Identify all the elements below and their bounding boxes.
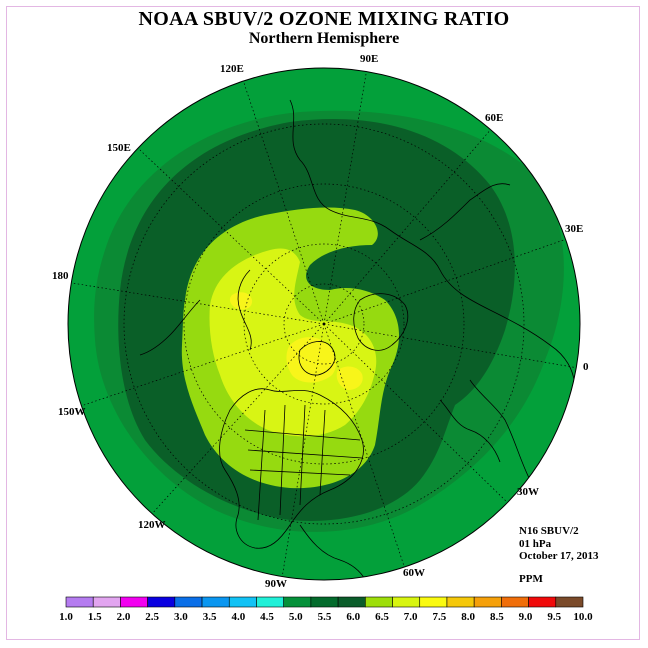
longitude-labels: 90E 60E 30E 0 30W 60W 90W 120W 150W 180 …: [52, 53, 589, 590]
colorbar-tick-label: 9.0: [519, 611, 533, 623]
lon-label-90w: 90W: [265, 578, 287, 590]
map-disk-border: [67, 67, 581, 581]
colorbar-tick-label: 6.5: [375, 611, 389, 623]
colorbar-swatch: [392, 596, 421, 608]
colorbar-swatch: [147, 596, 176, 608]
colorbar-swatch: [65, 596, 94, 608]
colorbar-swatch: [501, 596, 529, 608]
info-box: N16 SBUV/2 01 hPa October 17, 2013 PPM: [519, 525, 599, 585]
colorbar-swatch: [201, 596, 230, 608]
colorbar-tick-label: 5.5: [318, 611, 332, 623]
colorbar-tick-label: 7.0: [404, 611, 418, 623]
date-label: October 17, 2013: [519, 550, 599, 562]
colorbar-swatch: [473, 596, 502, 608]
colorbar-tick-label: 7.5: [433, 611, 447, 623]
lon-label-180: 180: [52, 270, 69, 282]
lon-label-60w: 60W: [403, 567, 425, 579]
band-7-5c: [229, 292, 253, 310]
colorbar-swatch: [365, 596, 393, 608]
lon-label-60e: 60E: [485, 112, 503, 124]
colorbar: 1.0 1.5 2.0 2.5 3.0 3.5 4.0 4.5 5.0 5.5 6.0 6.5 7.0 7…: [59, 596, 593, 623]
colorbar-swatch: [528, 596, 557, 608]
colorbar-tick-label: 1.0: [59, 611, 73, 623]
colorbar-swatch: [310, 596, 339, 608]
figure-frame: [6, 6, 640, 640]
colorbar-tick-label: 1.5: [88, 611, 102, 623]
colorbar-tick-label: 8.0: [461, 611, 475, 623]
colorbar-swatch: [419, 596, 448, 608]
colorbar-swatch: [92, 596, 121, 608]
lon-label-150e: 150E: [107, 142, 131, 154]
colorbar-tick-label: 5.0: [289, 611, 303, 623]
colorbar-swatch: [337, 596, 366, 608]
lon-label-120w: 120W: [138, 519, 166, 531]
colorbar-tick-label: 3.0: [174, 611, 188, 623]
lon-label-150w: 150W: [58, 406, 86, 418]
colorbar-tick-label: 2.5: [145, 611, 159, 623]
colorbar-tick-label: 10.0: [573, 611, 593, 623]
map-title: NOAA SBUV/2 OZONE MIXING RATIO: [138, 8, 510, 30]
colorbar-swatch: [555, 596, 584, 608]
colorbar-swatch: [256, 596, 284, 608]
colorbar-tick-label: 8.5: [490, 611, 504, 623]
band-7-0: [209, 248, 377, 437]
coastlines: [139, 99, 576, 580]
instrument-label: N16 SBUV/2: [519, 525, 579, 537]
colorbar-swatch: [120, 596, 148, 608]
units-label: PPM: [519, 572, 543, 585]
colorbar-swatch: [228, 596, 257, 608]
band-7-5b: [336, 366, 363, 390]
lon-label-90e: 90E: [360, 53, 378, 65]
lon-label-30w: 30W: [517, 486, 539, 498]
colorbar-tick-label: 3.5: [203, 611, 217, 623]
map-subtitle: Northern Hemisphere: [248, 30, 400, 47]
colorbar-tick-label: 4.5: [260, 611, 274, 623]
colorbar-tick-label: 4.0: [231, 611, 245, 623]
colorbar-tick-label: 6.0: [346, 611, 360, 623]
level-label: 01 hPa: [519, 537, 552, 550]
graticule: [71, 68, 579, 579]
colorbar-swatch: [174, 596, 203, 608]
colorbar-tick-label: 9.5: [547, 611, 561, 623]
band-7-5a: [286, 337, 336, 383]
lon-label-120e: 120E: [220, 63, 244, 75]
colorbar-swatch: [446, 596, 475, 608]
lon-label-30e: 30E: [565, 223, 583, 235]
colorbar-swatch: [283, 596, 312, 608]
lon-label-0: 0: [583, 361, 589, 373]
colorbar-tick-label: 2.0: [117, 611, 131, 623]
